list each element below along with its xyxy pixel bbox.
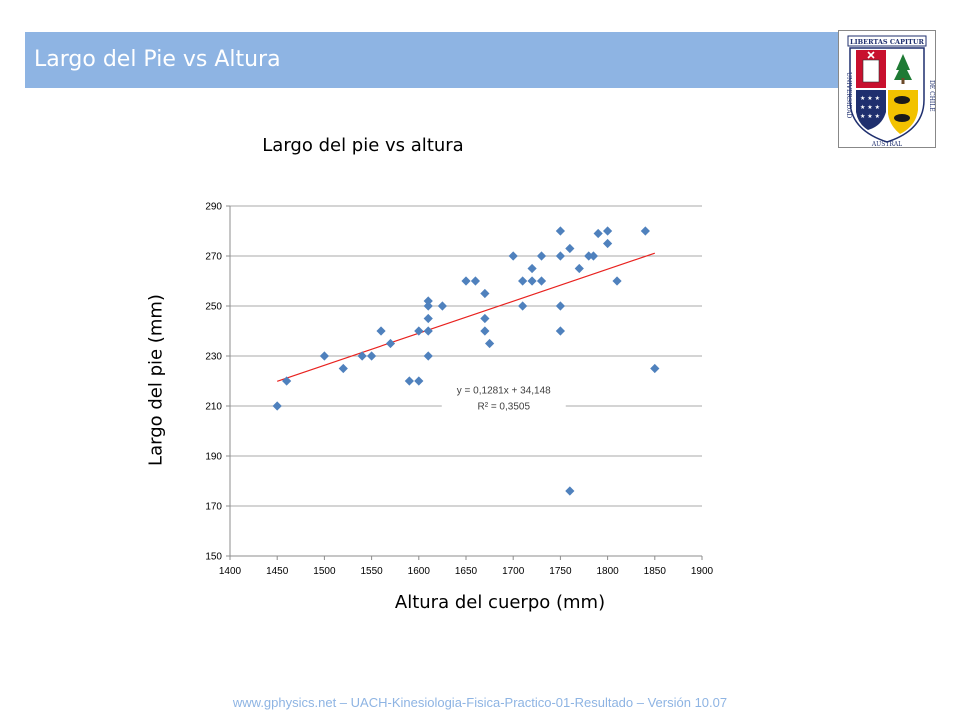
y-tick-label: 150	[205, 552, 222, 563]
data-point	[527, 276, 537, 286]
svg-text:★ ★ ★: ★ ★ ★	[860, 95, 880, 102]
chart-title: Largo del pie vs altura	[262, 135, 464, 156]
y-tick-label: 270	[205, 252, 222, 263]
data-point	[414, 376, 424, 386]
x-tick-label: 1550	[360, 566, 383, 577]
y-tick-label: 190	[205, 452, 222, 463]
data-point	[603, 238, 613, 249]
svg-text:★ ★ ★: ★ ★ ★	[860, 104, 880, 111]
y-tick-labels: 150 170 190 210 230 250 270 290	[205, 202, 230, 563]
university-crest-logo: LIBERTAS CAPITUR ★ ★ ★ ★ ★ ★ ★ ★ ★ UNIVE…	[838, 30, 936, 148]
logo-text-right: DE CHILE	[928, 80, 935, 112]
trendline-equation-box: y = 0,1281x + 34,148 R² = 0,3505	[441, 380, 566, 415]
trendline-equation: y = 0,1281x + 34,148	[457, 386, 551, 397]
data-point	[555, 251, 565, 261]
x-tick-label: 1750	[549, 566, 572, 577]
y-axis-title: Largo del pie (mm)	[145, 294, 167, 466]
title-banner	[25, 32, 840, 88]
data-point	[480, 326, 490, 336]
data-point	[603, 226, 613, 236]
logo-text-bottom: AUSTRAL	[871, 141, 902, 148]
data-point	[319, 351, 329, 361]
data-point	[357, 351, 367, 361]
data-point	[588, 251, 599, 261]
data-point	[480, 313, 490, 324]
data-point	[565, 486, 575, 496]
data-point	[518, 276, 528, 286]
x-tick-label: 1900	[691, 566, 714, 577]
footer-text: www.gphysics.net – UACH-Kinesiologia-Fis…	[232, 695, 728, 710]
data-point	[423, 326, 433, 336]
data-point	[536, 251, 547, 261]
data-point	[414, 326, 424, 336]
trendline-group	[277, 252, 655, 382]
slide-title: Largo del Pie vs Altura	[34, 47, 281, 72]
data-point	[367, 351, 377, 361]
data-point	[640, 226, 650, 236]
trendline	[277, 252, 655, 382]
x-tick-label: 1400	[219, 566, 242, 577]
data-point	[555, 326, 565, 336]
x-tick-label: 1450	[266, 566, 289, 577]
x-tick-label: 1500	[313, 566, 336, 577]
y-tick-label: 170	[205, 502, 222, 513]
gridlines	[230, 205, 702, 557]
logo-motto: LIBERTAS CAPITUR	[850, 38, 924, 46]
data-point	[423, 301, 433, 311]
data-point	[555, 226, 565, 236]
y-tick-label: 250	[205, 302, 222, 313]
x-tick-label: 1700	[502, 566, 525, 577]
data-point	[423, 351, 433, 361]
data-point	[555, 301, 565, 311]
x-tick-label: 1650	[455, 566, 478, 577]
data-point	[612, 276, 622, 286]
data-point	[574, 263, 584, 274]
data-point	[272, 401, 282, 411]
y-tick-label: 230	[205, 352, 222, 363]
data-point	[527, 263, 537, 274]
x-tick-label: 1600	[408, 566, 431, 577]
data-points	[272, 226, 660, 496]
data-point	[536, 276, 547, 286]
trendline-r-squared: R² = 0,3505	[477, 402, 530, 413]
y-tick-label: 290	[205, 202, 222, 213]
x-tick-labels: 1400 1450 1500 1550 1600 1650 1700 1750 1800 1850…	[219, 556, 714, 577]
data-point	[376, 326, 386, 336]
x-tick-label: 1800	[596, 566, 619, 577]
data-point	[461, 276, 471, 286]
data-point	[338, 363, 348, 374]
x-tick-label: 1850	[644, 566, 667, 577]
data-point	[480, 288, 490, 299]
data-point	[508, 251, 518, 261]
data-point	[423, 296, 433, 306]
logo-text-left: UNIVERSIDAD	[845, 72, 852, 119]
data-point	[385, 338, 396, 349]
data-point	[593, 228, 603, 239]
svg-text:★ ★ ★: ★ ★ ★	[860, 113, 880, 120]
data-point	[518, 301, 528, 311]
data-point	[485, 338, 495, 349]
y-tick-label: 210	[205, 402, 222, 413]
data-point	[423, 313, 433, 324]
data-point	[282, 376, 292, 386]
x-axis-title: Altura del cuerpo (mm)	[394, 592, 606, 613]
data-point	[565, 243, 575, 254]
data-point	[470, 276, 481, 286]
data-point	[437, 301, 447, 311]
data-point	[584, 251, 594, 261]
data-point	[404, 376, 414, 386]
data-point	[650, 363, 660, 374]
